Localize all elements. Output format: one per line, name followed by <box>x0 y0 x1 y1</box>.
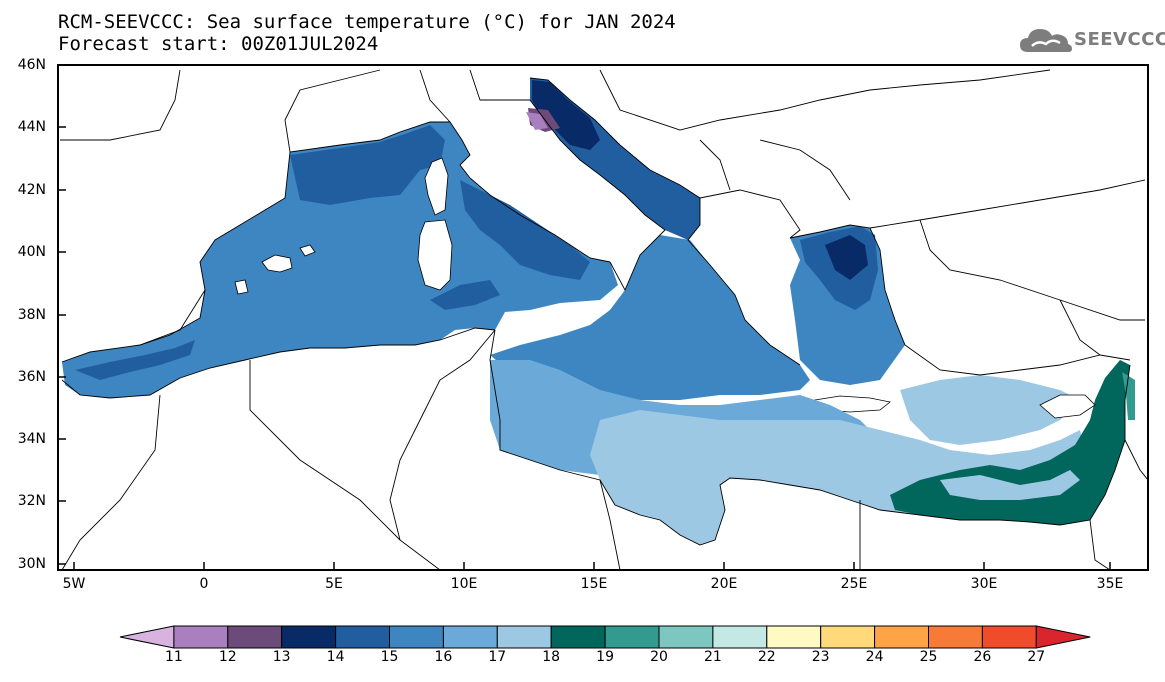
colorbar-label: 16 <box>434 649 453 665</box>
colorbar-label: 14 <box>326 649 345 665</box>
sea-region-alboran-15 <box>75 340 195 380</box>
sea-region-ionian <box>490 235 810 400</box>
corsica <box>424 157 449 216</box>
colorbar-segment <box>389 625 444 649</box>
colorbar-segment <box>173 625 229 649</box>
colorbar-segment <box>658 625 714 649</box>
cloud-logo-icon <box>1020 29 1072 52</box>
mallorca-east <box>299 244 316 257</box>
lat-label: 34N <box>17 431 46 447</box>
colorbar-segment <box>335 625 391 649</box>
colorbar-segment <box>820 625 876 649</box>
colorbar-label: 18 <box>542 649 561 665</box>
lon-label: 15E <box>580 576 608 592</box>
colorbar-label: 19 <box>596 649 614 665</box>
sardinia <box>417 219 453 291</box>
lon-ticks <box>73 562 1111 570</box>
coastlines-borders <box>60 69 1148 570</box>
lat-label: 40N <box>17 244 46 260</box>
colorbar-label: 22 <box>757 649 776 665</box>
sea-temperature-field <box>62 78 1135 545</box>
lat-label: 46N <box>17 57 46 73</box>
sea-region-libyan-sea-18 <box>590 410 1090 545</box>
colorbar-label: 23 <box>811 649 830 665</box>
colorbar-over-triangle <box>1035 625 1091 649</box>
lat-label: 42N <box>17 182 46 198</box>
lon-label: 25E <box>840 576 868 592</box>
colorbar-label: 26 <box>973 649 992 665</box>
colorbar-label: 24 <box>865 649 884 665</box>
colorbar-segment <box>496 625 552 649</box>
sea-region-gulf-of-lion <box>290 125 445 205</box>
colorbar-segment <box>550 625 606 649</box>
seevccc-logo: SEEVCCC <box>1018 24 1165 58</box>
colorbar-label: 12 <box>218 649 237 665</box>
map-frame <box>57 64 1149 571</box>
balearic-islands <box>261 254 293 273</box>
lon-label: 30E <box>970 576 998 592</box>
colorbar-label: 15 <box>380 649 399 665</box>
map-title: RCM-SEEVCCC: Sea surface temperature (°C… <box>58 11 676 33</box>
lat-label: 36N <box>17 369 46 385</box>
lat-ticks <box>58 64 66 565</box>
sea-region-coastal-20 <box>1122 372 1135 420</box>
logo-text: SEEVCCC <box>1074 29 1165 50</box>
colorbar-label: 17 <box>488 649 507 665</box>
lon-label: 20E <box>710 576 738 592</box>
lon-label: 5E <box>325 576 343 592</box>
colorbar-segment <box>604 625 660 649</box>
colorbar-label: 25 <box>919 649 938 665</box>
sea-region-venice-12 <box>526 112 548 130</box>
sea-region-north-adriatic-14 <box>532 80 600 150</box>
colorbar-segment <box>712 625 768 649</box>
lon-label: 0 <box>199 576 209 592</box>
colorbar-segment <box>928 625 983 649</box>
lon-label: 35E <box>1096 576 1124 592</box>
colorbar-label: 13 <box>272 649 291 665</box>
colorbar-segment <box>227 625 283 649</box>
colorbar-segment <box>281 625 337 649</box>
colorbar <box>119 625 1091 649</box>
lat-label: 38N <box>17 307 46 323</box>
lon-label: 5W <box>62 576 86 592</box>
sea-region-tyrrhenian-15 <box>460 180 590 280</box>
colorbar-segment <box>442 625 498 649</box>
colorbar-label: 11 <box>164 649 183 665</box>
lat-label: 44N <box>17 119 46 135</box>
sea-region-levantine-interior-18 <box>940 470 1080 500</box>
lat-label: 32N <box>17 493 46 509</box>
sea-region-south-aegean-18 <box>900 375 1080 445</box>
sea-region-tyrrhenian-south-15 <box>430 280 500 310</box>
colorbar-label: 21 <box>703 649 722 665</box>
forecast-start-label: Forecast start: 00Z01JUL2024 <box>58 33 379 55</box>
sea-region-aegean-north-deep-14 <box>825 235 868 280</box>
cyprus <box>1039 394 1096 419</box>
colorbar-segment <box>766 625 822 649</box>
colorbar-segment <box>874 625 929 649</box>
colorbar-label: 20 <box>650 649 668 665</box>
lon-label: 10E <box>450 576 478 592</box>
colorbar-segment <box>981 625 1037 649</box>
ibiza <box>234 279 249 295</box>
colorbar-under-triangle <box>119 625 175 649</box>
colorbar-label: 27 <box>1027 649 1046 665</box>
lat-label: 30N <box>17 556 46 572</box>
